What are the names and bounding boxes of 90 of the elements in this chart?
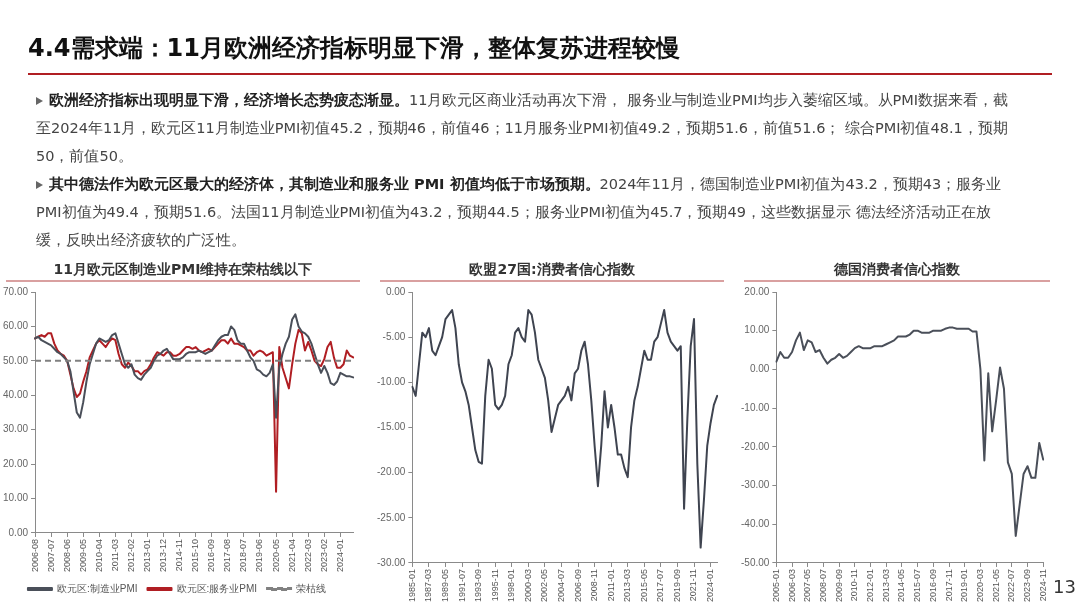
y-tick-label: 60.00 [2, 320, 29, 332]
y-tick-label: 0.00 [749, 363, 770, 375]
x-tick-label: 2012-02 [125, 538, 136, 572]
text: 其中德法作为欧元区最大的经济体，其制造业和服务业 PMI 初值均低于市场预期。 [49, 176, 600, 192]
x-tick-label: 2015-10 [190, 538, 201, 572]
x-tick-label: 2008-06 [61, 538, 72, 572]
y-tick-label: 20.00 [744, 285, 770, 297]
x-tick-label: 1993-09 [473, 568, 484, 602]
x-tick-label: 2019-01 [959, 568, 970, 602]
x-tick-label: 2017-08 [222, 538, 233, 572]
x-tick-label: 2009-05 [77, 538, 88, 572]
legend-label: 欧元区:制造业PMI [56, 582, 138, 594]
x-tick-label: 2005-01 [770, 568, 781, 602]
y-tick-label: -40.00 [741, 518, 770, 530]
x-tick-label: 2024-01 [705, 568, 716, 602]
x-tick-label: 2017-11 [943, 568, 954, 602]
x-tick-label: 2006-09 [572, 568, 583, 602]
chart-title: 德国消费者信心指数 [833, 260, 961, 279]
text: 13 [1053, 576, 1076, 597]
x-tick-label: 2011-01 [605, 568, 616, 602]
x-tick-label: 2020-05 [270, 538, 281, 572]
x-tick-label: 2013-03 [622, 568, 633, 602]
y-tick-label: -15.00 [377, 421, 406, 433]
x-tick-label: 2016-09 [927, 568, 938, 602]
x-tick-label: 2024-11 [1037, 568, 1048, 602]
x-tick-label: 1989-05 [439, 568, 450, 602]
y-tick-label: 10.00 [744, 324, 770, 336]
text: 欧洲经济指标出现明显下滑，经济增长态势疲态渐显。 [49, 92, 409, 108]
x-tick-label: 2018-07 [238, 538, 249, 572]
x-tick-label: 2021-11 [688, 568, 699, 602]
y-tick-label: 70.00 [2, 285, 29, 297]
x-tick-label: 2016-09 [206, 538, 217, 572]
x-tick-label: 2013-03 [880, 568, 891, 602]
x-tick-label: 2017-07 [655, 568, 666, 602]
x-tick-label: 1987-03 [423, 568, 434, 602]
legend-label: 荣枯线 [296, 582, 327, 594]
chart-title: 11月欧元区制造业PMI维持在荣枯线以下 [52, 260, 314, 279]
x-tick-label: 2000-03 [522, 568, 533, 602]
x-tick-label: 2015-07 [912, 568, 923, 602]
x-tick-label: 2007-05 [802, 568, 813, 602]
x-tick-label: 2019-09 [671, 568, 682, 602]
x-tick-label: 1998-01 [506, 568, 517, 602]
x-tick-label: 2020-03 [974, 568, 985, 602]
y-tick-label: 10.00 [2, 492, 29, 504]
y-tick-label: -30.00 [741, 479, 770, 491]
x-tick-label: 2008-11 [589, 568, 600, 602]
y-tick-label: 40.00 [2, 389, 29, 401]
x-tick-label: 1985-01 [406, 568, 417, 602]
chart-title: 欧盟27国:消费者信心指数 [468, 260, 636, 279]
x-tick-label: 2009-09 [833, 568, 844, 602]
x-tick-label: 1991-07 [456, 568, 467, 602]
x-tick-label: 2022-03 [302, 538, 313, 572]
y-tick-label: -20.00 [377, 466, 406, 478]
x-tick-label: 2024-01 [334, 538, 345, 572]
x-tick-label: 2021-04 [286, 538, 297, 572]
y-tick-label: -50.00 [741, 556, 770, 568]
x-tick-label: 2004-07 [555, 568, 566, 602]
x-tick-label: 2002-05 [539, 568, 550, 602]
y-tick-label: -25.00 [377, 511, 406, 523]
x-tick-label: 2014-05 [896, 568, 907, 602]
x-tick-label: 2023-09 [1021, 568, 1032, 602]
x-tick-label: 2008-07 [817, 568, 828, 602]
y-tick-label: 20.00 [2, 457, 29, 469]
x-tick-label: 2021-05 [990, 568, 1001, 602]
x-tick-label: 2014-11 [174, 538, 185, 572]
x-tick-label: 2013-01 [142, 538, 152, 572]
y-tick-label: -20.00 [741, 440, 770, 452]
y-tick-label: 0.00 [8, 526, 29, 538]
y-tick-label: -5.00 [382, 330, 406, 342]
y-tick-label: -30.00 [377, 556, 406, 568]
x-tick-label: 2012-01 [865, 568, 876, 602]
x-tick-label: 2015-05 [638, 568, 649, 602]
legend-label: 欧元区:服务业PMI [176, 582, 258, 594]
x-tick-label: 2019-06 [254, 538, 265, 572]
x-tick-label: 2022-07 [1006, 568, 1017, 602]
y-tick-label: -10.00 [377, 376, 406, 388]
x-tick-label: 2006-08 [29, 538, 40, 572]
x-tick-label: 2011-03 [109, 538, 120, 572]
x-tick-label: 2010-04 [93, 538, 104, 572]
x-tick-label: 2006-03 [786, 568, 797, 602]
y-tick-label: -10.00 [741, 401, 770, 413]
y-tick-label: 0.00 [385, 285, 406, 297]
text: 4.4需求端：11月欧洲经济指标明显下滑，整体复苏进程较慢 [28, 33, 680, 64]
y-tick-label: 50.00 [2, 354, 29, 366]
y-tick-label: 30.00 [2, 423, 29, 435]
x-tick-label: 2010-11 [849, 568, 860, 602]
x-tick-label: 2013-12 [158, 538, 169, 572]
x-tick-label: 2023-02 [318, 538, 329, 572]
x-tick-label: 1995-11 [489, 568, 500, 602]
x-tick-label: 2007-07 [45, 538, 56, 572]
